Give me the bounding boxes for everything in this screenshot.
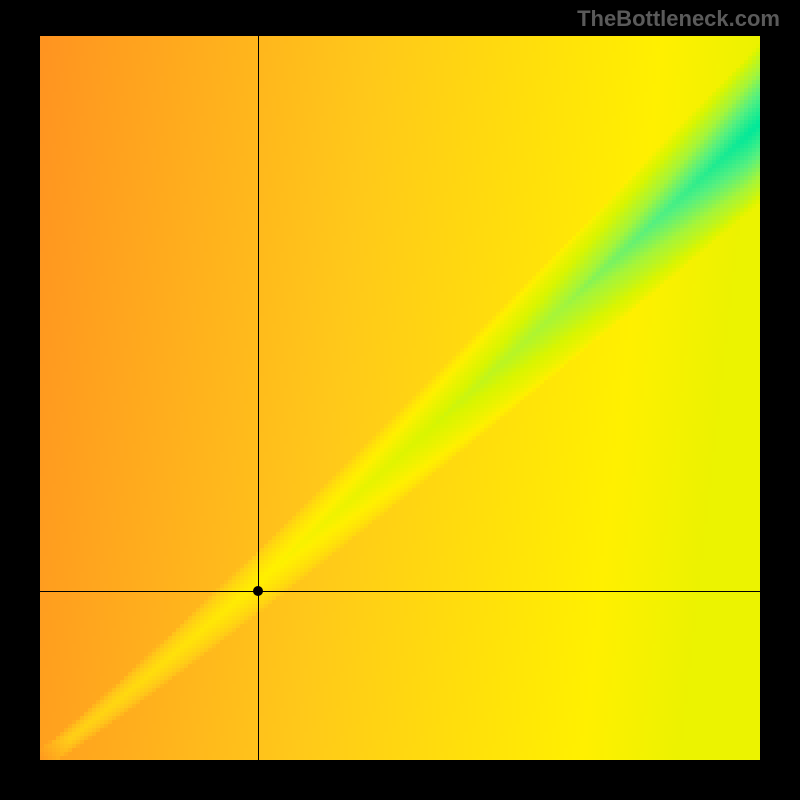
heatmap-plot [40,36,760,760]
crosshair-vertical [258,36,259,760]
crosshair-horizontal [40,591,760,592]
heatmap-canvas [40,36,760,760]
crosshair-marker [253,586,263,596]
watermark-text: TheBottleneck.com [577,6,780,32]
